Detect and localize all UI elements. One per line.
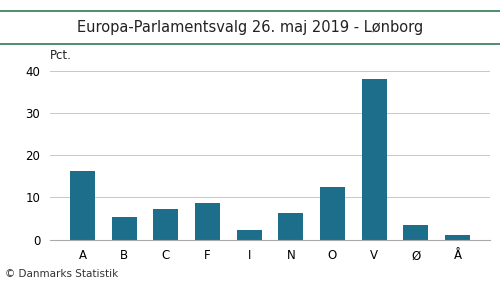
Bar <box>154 209 178 240</box>
Bar <box>362 80 386 240</box>
Bar <box>112 217 136 240</box>
Bar <box>320 187 345 240</box>
Bar <box>278 213 303 240</box>
Text: Pct.: Pct. <box>50 49 72 62</box>
Bar <box>236 230 262 240</box>
Text: Europa-Parlamentsvalg 26. maj 2019 - Lønborg: Europa-Parlamentsvalg 26. maj 2019 - Løn… <box>77 20 423 35</box>
Bar <box>195 203 220 240</box>
Bar <box>70 171 95 240</box>
Text: © Danmarks Statistik: © Danmarks Statistik <box>5 269 118 279</box>
Bar <box>404 225 428 240</box>
Bar <box>445 235 470 240</box>
